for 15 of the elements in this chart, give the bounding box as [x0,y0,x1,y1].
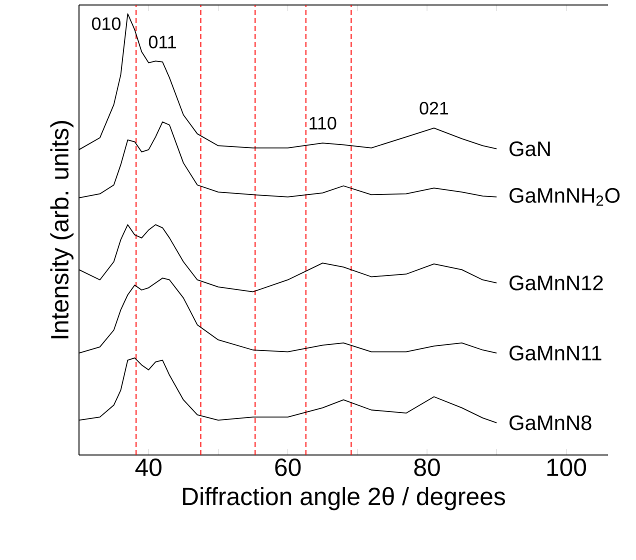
annotation: 021 [420,102,448,115]
y-axis-title: Intensity (arb. units) [50,121,74,338]
series-label: GaN [510,141,550,156]
x-tick-label: 60 [275,458,301,476]
x-tick-label: 80 [414,458,440,476]
series-label: GaMnN8 [510,415,592,430]
annotation: 110 [310,116,336,130]
annotation: 011 [148,36,176,48]
series-label: GaMnN11 [510,346,602,360]
series-label: GaMnN12 [510,276,603,290]
x-tick-label: 100 [547,458,586,476]
x-axis-title: Diffraction angle 2θ / degrees [183,486,505,510]
series-label: GaMnNH$_{2}$O [510,188,620,206]
annotation: 010 [92,17,121,30]
x-tick-label: 40 [135,458,162,476]
